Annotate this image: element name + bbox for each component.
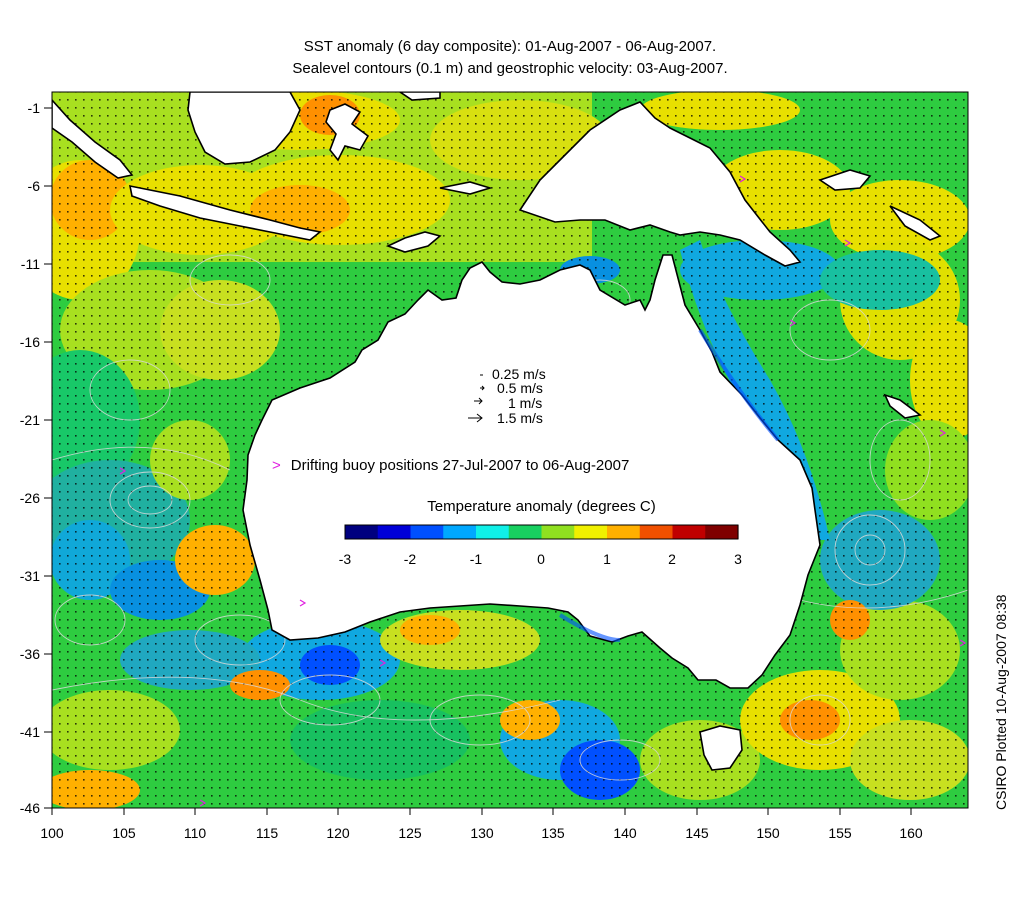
colorbar-segment xyxy=(410,525,444,539)
colorbar-segment xyxy=(574,525,608,539)
lon-tick-label: 145 xyxy=(685,825,709,841)
plot-credit: CSIRO Plotted 10-Aug-2007 08:38 xyxy=(993,594,1009,810)
colorbar-segment xyxy=(476,525,510,539)
buoy-marker-icon: > xyxy=(272,457,281,474)
buoy-legend: > Drifting buoy positions 27-Jul-2007 to … xyxy=(272,457,629,474)
lat-tick-label: -36 xyxy=(19,646,40,662)
lon-tick-label: 160 xyxy=(899,825,923,841)
sulawesi-landmass xyxy=(325,103,370,162)
lat-tick-label: -46 xyxy=(19,800,40,816)
lon-tick-label: 150 xyxy=(756,825,780,841)
title-line-2: Sealevel contours (0.1 m) and geostrophi… xyxy=(292,60,728,77)
new-caledonia xyxy=(883,393,922,419)
colorbar-segment xyxy=(377,525,412,539)
colorbar-tick-label: 1 xyxy=(603,551,611,567)
colorbar-segment xyxy=(541,525,575,539)
velocity-legend-label: 1 m/s xyxy=(508,395,543,411)
colorbar-tick-label: 0 xyxy=(537,551,545,567)
lon-tick-label: 105 xyxy=(112,825,136,841)
coastal-cold-shelf xyxy=(558,328,780,642)
velocity-legend-arrows xyxy=(468,374,485,423)
buoy-legend-label: Drifting buoy positions 27-Jul-2007 to 0… xyxy=(290,457,630,474)
axis-tick-marks xyxy=(44,107,912,815)
colorbar-title: Temperature anomaly (degrees C) xyxy=(427,498,656,515)
lat-tick-label: -21 xyxy=(19,412,40,428)
seram-landmass xyxy=(439,181,493,195)
tasmania-landmass xyxy=(699,725,743,771)
lon-tick-label: 130 xyxy=(470,825,494,841)
lat-tick-label: -16 xyxy=(19,334,40,350)
new-guinea-landmass xyxy=(518,101,802,267)
buoy-markers xyxy=(119,175,967,807)
timor-landmass xyxy=(385,231,442,253)
colorbar xyxy=(345,525,739,539)
lon-tick-label: 135 xyxy=(541,825,565,841)
colorbar-tick-label: -3 xyxy=(338,551,352,567)
new-britain-landmass xyxy=(818,169,872,191)
colorbar-segment xyxy=(705,525,739,539)
sealevel-contours xyxy=(52,254,968,781)
lat-tick-label: -41 xyxy=(19,724,40,740)
sumatra-landmass xyxy=(52,98,134,179)
lon-tick-label: 140 xyxy=(613,825,637,841)
colorbar-segment xyxy=(672,525,706,539)
colorbar-segment xyxy=(639,525,674,539)
lon-tick-label: 100 xyxy=(40,825,64,841)
lat-tick-label: -26 xyxy=(19,490,40,506)
borneo-landmass xyxy=(187,92,301,165)
lon-tick-label: 120 xyxy=(326,825,350,841)
lat-tick-label: -11 xyxy=(20,256,40,272)
solomon-islands xyxy=(889,205,942,241)
australia-landmass xyxy=(242,254,821,689)
land xyxy=(52,92,942,771)
colorbar-segment xyxy=(508,525,543,539)
lon-tick-label: 110 xyxy=(183,825,207,841)
colorbar-segment xyxy=(607,525,641,539)
java-landmass xyxy=(128,184,322,241)
title-line-1: SST anomaly (6 day composite): 01-Aug-20… xyxy=(303,38,717,55)
lon-tick-label: 115 xyxy=(255,825,279,841)
velocity-legend-label: 1.5 m/s xyxy=(497,410,543,426)
colorbar-tick-label: 3 xyxy=(734,551,742,567)
colorbar-tick-label: 2 xyxy=(668,551,676,567)
velocity-legend-label: 0.25 m/s xyxy=(492,366,546,382)
lat-tick-label: -6 xyxy=(27,178,40,194)
colorbar-tick-label: -1 xyxy=(469,551,483,567)
lat-tick-label: -31 xyxy=(19,568,40,584)
lon-tick-label: 125 xyxy=(398,825,422,841)
velocity-legend-label: 0.5 m/s xyxy=(497,380,543,396)
colorbar-segment xyxy=(345,525,379,539)
map-frame xyxy=(51,91,969,809)
lat-tick-label: -1 xyxy=(27,100,40,116)
lon-tick-label: 155 xyxy=(828,825,852,841)
colorbar-tick-label: -2 xyxy=(403,551,417,567)
colorbar-frame xyxy=(344,524,739,540)
philippines-landmass xyxy=(398,92,441,101)
colorbar-segment xyxy=(443,525,477,539)
